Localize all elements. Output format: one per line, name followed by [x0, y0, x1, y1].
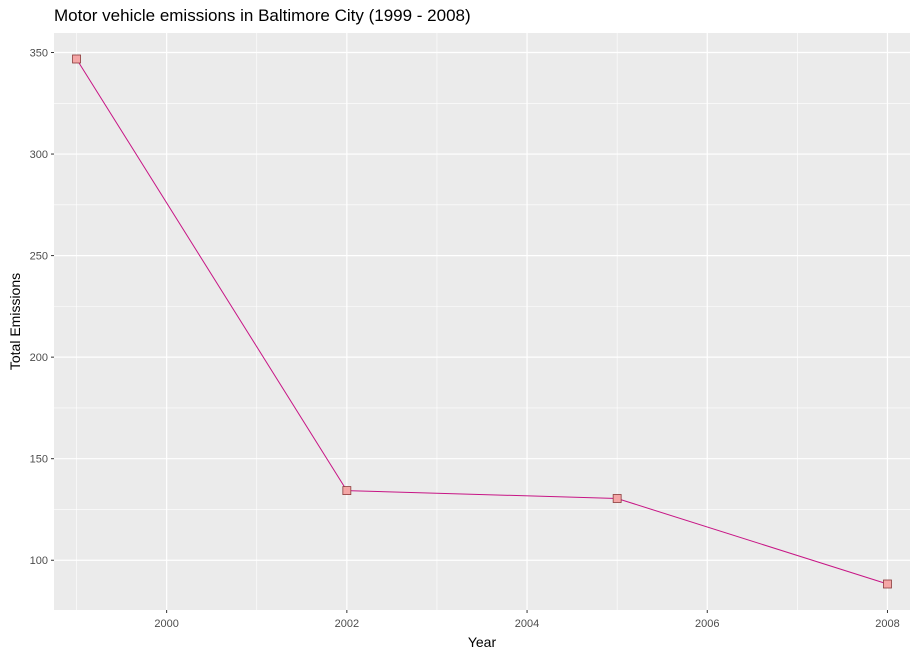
- y-tick-label: 150: [30, 454, 48, 466]
- chart-title: Motor vehicle emissions in Baltimore Cit…: [54, 6, 471, 25]
- x-tick-label: 2008: [875, 618, 899, 630]
- x-tick-label: 2006: [695, 618, 719, 630]
- plot-panel: [54, 33, 910, 610]
- x-tick-label: 2002: [335, 618, 359, 630]
- x-axis-title: Year: [468, 634, 497, 650]
- data-point: [612, 494, 622, 503]
- x-tick-label: 2000: [154, 618, 178, 630]
- series-layer: [76, 58, 888, 585]
- points-layer: [72, 54, 892, 589]
- y-tick-label: 200: [30, 352, 48, 364]
- data-point: [72, 54, 81, 64]
- y-axis-title: Total Emissions: [7, 273, 23, 370]
- x-tick-label: 2004: [515, 618, 539, 630]
- data-point: [883, 579, 892, 589]
- data-point: [342, 486, 352, 495]
- y-tick-label: 250: [30, 251, 48, 263]
- minor-gridlines: [54, 33, 910, 610]
- major-gridlines: [54, 33, 910, 610]
- y-tick-label: 300: [30, 149, 48, 161]
- y-tick-label: 350: [30, 47, 48, 59]
- y-tick-label: 100: [30, 555, 48, 567]
- series-line: [76, 58, 888, 585]
- axis-ticks: 2000 2002 2004 2006 2008 100 150 200 250 300 350: [30, 47, 900, 630]
